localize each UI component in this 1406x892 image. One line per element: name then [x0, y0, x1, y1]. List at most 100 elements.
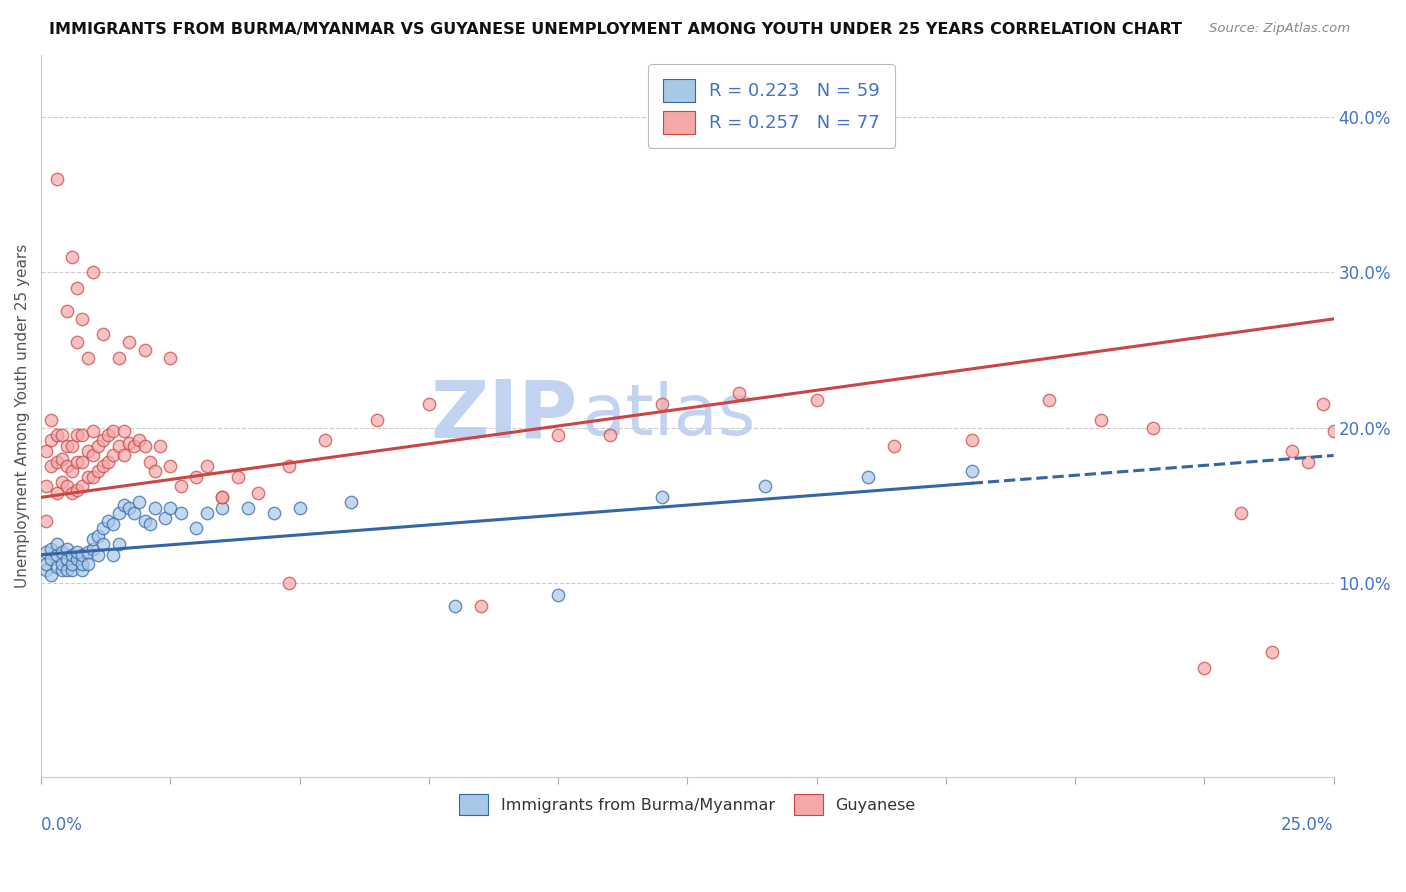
Point: [91, 521, 114, 535]
Point: [651, 397, 673, 411]
Point: [72, 548, 94, 562]
Point: [443, 599, 465, 613]
Point: [118, 436, 141, 450]
Point: [153, 510, 176, 524]
Point: [107, 351, 129, 365]
Point: [418, 397, 440, 411]
Point: [366, 413, 388, 427]
Point: [72, 563, 94, 577]
Point: [118, 335, 141, 350]
Point: [56, 541, 79, 556]
Point: [107, 537, 129, 551]
Point: [1333, 433, 1355, 447]
Point: [1142, 420, 1164, 434]
Point: [87, 439, 110, 453]
Point: [263, 506, 285, 520]
Point: [547, 588, 569, 602]
Point: [960, 433, 983, 447]
Text: atlas: atlas: [582, 382, 756, 450]
Point: [66, 335, 89, 350]
Point: [883, 439, 905, 453]
Point: [1296, 455, 1319, 469]
Point: [226, 470, 249, 484]
Point: [51, 544, 73, 558]
Point: [35, 563, 58, 577]
Point: [128, 495, 150, 509]
Point: [91, 433, 114, 447]
Point: [314, 433, 336, 447]
Point: [211, 491, 233, 505]
Point: [122, 506, 145, 520]
Point: [599, 428, 621, 442]
Point: [35, 544, 58, 558]
Point: [103, 548, 125, 562]
Point: [143, 464, 166, 478]
Point: [107, 506, 129, 520]
Point: [1194, 661, 1216, 675]
Point: [91, 327, 114, 342]
Point: [651, 491, 673, 505]
Point: [66, 455, 89, 469]
Point: [82, 265, 104, 279]
Point: [35, 557, 58, 571]
Y-axis label: Unemployment Among Youth under 25 years: Unemployment Among Youth under 25 years: [15, 244, 30, 588]
Point: [60, 563, 83, 577]
Point: [56, 563, 79, 577]
Point: [195, 459, 218, 474]
Point: [134, 514, 156, 528]
Point: [288, 501, 311, 516]
Point: [107, 439, 129, 453]
Point: [45, 172, 67, 186]
Point: [51, 475, 73, 489]
Point: [72, 428, 94, 442]
Text: 0.0%: 0.0%: [41, 816, 83, 834]
Point: [97, 428, 120, 442]
Point: [754, 479, 776, 493]
Point: [143, 501, 166, 516]
Point: [82, 449, 104, 463]
Point: [35, 514, 58, 528]
Legend: Immigrants from Burma/Myanmar, Guyanese: Immigrants from Burma/Myanmar, Guyanese: [451, 786, 924, 822]
Point: [1229, 506, 1251, 520]
Point: [195, 506, 218, 520]
Text: Source: ZipAtlas.com: Source: ZipAtlas.com: [1209, 22, 1350, 36]
Point: [56, 552, 79, 566]
Point: [66, 552, 89, 566]
Point: [72, 479, 94, 493]
Point: [159, 501, 181, 516]
Point: [51, 451, 73, 466]
Point: [91, 537, 114, 551]
Point: [41, 459, 63, 474]
Point: [51, 563, 73, 577]
Point: [138, 516, 160, 531]
Point: [159, 351, 181, 365]
Point: [728, 386, 751, 401]
Point: [87, 464, 110, 478]
Point: [112, 449, 135, 463]
Point: [87, 548, 110, 562]
Point: [82, 424, 104, 438]
Point: [858, 470, 880, 484]
Point: [76, 557, 98, 571]
Point: [45, 560, 67, 574]
Point: [60, 250, 83, 264]
Text: IMMIGRANTS FROM BURMA/MYANMAR VS GUYANESE UNEMPLOYMENT AMONG YOUTH UNDER 25 YEAR: IMMIGRANTS FROM BURMA/MYANMAR VS GUYANES…: [49, 22, 1182, 37]
Point: [170, 479, 193, 493]
Point: [103, 424, 125, 438]
Point: [56, 439, 79, 453]
Point: [118, 501, 141, 516]
Point: [186, 521, 208, 535]
Point: [41, 433, 63, 447]
Point: [51, 557, 73, 571]
Point: [149, 439, 172, 453]
Text: ZIP: ZIP: [430, 377, 578, 455]
Point: [159, 459, 181, 474]
Point: [112, 498, 135, 512]
Point: [211, 501, 233, 516]
Point: [138, 455, 160, 469]
Point: [45, 455, 67, 469]
Point: [1281, 443, 1303, 458]
Point: [186, 470, 208, 484]
Point: [72, 312, 94, 326]
Point: [45, 428, 67, 442]
